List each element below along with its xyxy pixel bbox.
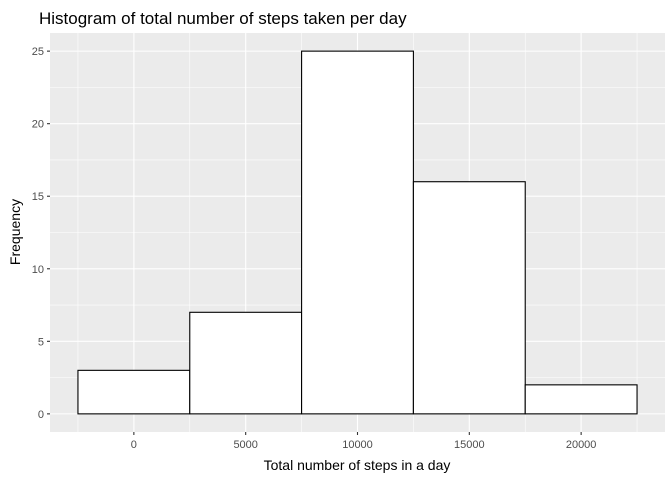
y-tick-label: 10 xyxy=(32,264,44,276)
histogram-bar xyxy=(189,311,303,415)
chart-title: Histogram of total number of steps taken… xyxy=(39,9,407,28)
x-axis-label: Total number of steps in a day xyxy=(264,457,451,473)
x-tick-label: 20000 xyxy=(566,439,597,451)
x-tick-label: 10000 xyxy=(342,439,373,451)
histogram-bar xyxy=(77,369,191,415)
histogram-bars xyxy=(77,50,638,415)
y-axis-label: Frequency xyxy=(7,199,23,265)
y-tick-label: 0 xyxy=(38,409,44,421)
y-tick-label: 20 xyxy=(32,119,44,131)
y-tick-label: 5 xyxy=(38,336,44,348)
x-tick-label: 15000 xyxy=(454,439,485,451)
y-axis: 0 5 10 15 20 25 xyxy=(32,46,50,421)
y-tick-label: 15 xyxy=(32,191,44,203)
x-tick-label: 0 xyxy=(131,439,137,451)
histogram-bar xyxy=(524,384,638,415)
histogram-bar xyxy=(301,50,414,415)
x-axis: 0 5000 10000 15000 20000 xyxy=(131,432,597,451)
y-tick-label: 25 xyxy=(32,46,44,58)
histogram-bar xyxy=(412,181,526,415)
x-tick-label: 5000 xyxy=(233,439,257,451)
